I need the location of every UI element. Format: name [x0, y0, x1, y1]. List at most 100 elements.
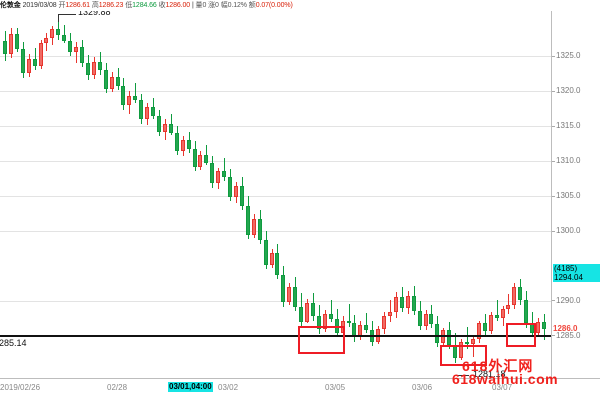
- candle-body: [222, 171, 226, 178]
- gridline: [0, 126, 551, 127]
- price-tick-mark: [552, 160, 555, 162]
- low-leader-line: [455, 375, 469, 376]
- candle-body: [477, 323, 481, 339]
- price-tick-mark: [552, 230, 555, 232]
- candle-body: [542, 322, 546, 330]
- price-axis-tick: 1285.0: [552, 331, 580, 340]
- candle-body: [287, 287, 291, 302]
- candle-body: [275, 252, 279, 276]
- price-tick-label: 1310.0: [556, 156, 581, 166]
- candle-body: [204, 155, 208, 163]
- candle-body: [33, 58, 37, 67]
- price-tick-mark: [552, 125, 555, 127]
- candle-body: [9, 34, 13, 54]
- high-label: 高: [91, 2, 99, 9]
- price-tick-label: 1290.0: [556, 296, 581, 306]
- gridline: [0, 231, 551, 232]
- gridline: [0, 301, 551, 302]
- price-axis-tick: 1305.0: [552, 191, 580, 200]
- symbol-name: 伦敦金: [0, 2, 21, 9]
- price-tick-label: 1325.0: [556, 51, 581, 61]
- candle-body: [50, 29, 54, 39]
- close-label: 收: [158, 2, 166, 9]
- candle-body: [305, 302, 309, 323]
- candle-body: [252, 218, 256, 235]
- candle-body: [21, 48, 25, 74]
- candle-body: [139, 99, 143, 119]
- candle-wick: [349, 303, 350, 327]
- candle-body: [110, 76, 114, 89]
- last-price-label: 1286.0: [553, 324, 578, 334]
- candle-body: [501, 308, 505, 318]
- volume-label: 量: [195, 2, 203, 9]
- low-label: 低: [125, 2, 133, 9]
- high-price-annotation: 1329.88: [78, 11, 111, 17]
- volume-value: 0: [202, 2, 207, 9]
- candle-body: [483, 323, 487, 332]
- candle-body: [228, 177, 232, 197]
- price-tick-label: 1305.0: [556, 191, 581, 201]
- candle-body: [240, 186, 244, 207]
- support-price-annotation: 1285.14: [0, 338, 27, 348]
- price-axis[interactable]: (4185) 1294.04 1286.0 1325.0 1320.0 1315.0…: [551, 11, 600, 378]
- candlestick-plot-area[interactable]: 1329.88 1285.14 1281.18: [0, 11, 551, 378]
- price-tick-label: 1285.0: [556, 331, 581, 341]
- change-label: 涨: [208, 2, 215, 9]
- price-axis-tick: 1310.0: [552, 156, 580, 165]
- candle-body: [210, 162, 214, 183]
- candle-body: [518, 287, 522, 301]
- candle-body: [394, 296, 398, 313]
- candle-body: [524, 300, 528, 324]
- crosshair-price-value: 1294.04: [554, 272, 583, 282]
- gridline: [0, 91, 551, 92]
- crosshair-bar-count: (4185): [554, 263, 578, 273]
- gridline: [0, 56, 551, 57]
- candle-body: [74, 46, 78, 53]
- low-price-annotation: 1281.18: [473, 369, 506, 378]
- candle-body: [388, 312, 392, 316]
- annotation-box-left: [298, 326, 345, 354]
- candle-body: [44, 38, 48, 44]
- candle-body: [104, 70, 108, 89]
- price-tick-label: 1315.0: [556, 121, 581, 131]
- candle-body: [258, 218, 262, 240]
- candle-body: [382, 315, 386, 330]
- time-axis[interactable]: 03/01,04:00 2019/02/26 02/28 03/02 03/05 03/…: [0, 378, 600, 400]
- candle-body: [323, 314, 327, 330]
- candle-wick: [366, 312, 367, 334]
- candle-body: [133, 95, 137, 100]
- candle-body: [347, 320, 351, 323]
- candle-body: [495, 315, 499, 318]
- open-value: 1286.61: [65, 2, 90, 9]
- candle-body: [127, 95, 131, 106]
- price-axis-tick: 1290.0: [552, 296, 580, 305]
- candle-body: [157, 115, 161, 132]
- candle-wick: [467, 326, 468, 349]
- high-leader-line: [58, 14, 76, 15]
- candle-body: [412, 295, 416, 311]
- candle-body: [424, 313, 428, 327]
- watermark-line-2: 618waihui.com: [452, 371, 559, 387]
- candle-body: [246, 206, 250, 235]
- candle-body: [3, 41, 7, 54]
- candle-body: [15, 34, 19, 49]
- candle-body: [187, 140, 191, 149]
- change-pct-value: 0.12%: [227, 2, 247, 9]
- candle-wick: [331, 299, 332, 323]
- candle-body: [447, 330, 451, 346]
- amount-value: 0.07(0.00%): [255, 2, 293, 9]
- candle-body: [281, 275, 285, 302]
- close-value: 1286.00: [165, 2, 191, 9]
- price-tick-mark: [552, 195, 555, 197]
- gridline: [0, 161, 551, 162]
- candle-body: [471, 338, 475, 345]
- quote-datetime: 2019/03/08: [22, 2, 57, 9]
- candle-body: [364, 324, 368, 330]
- annotation-box-right: [506, 323, 536, 347]
- candle-body: [80, 46, 84, 63]
- time-axis-tick: 02/28: [107, 383, 128, 392]
- candle-body: [435, 324, 439, 344]
- high-value: 1286.23: [98, 2, 124, 9]
- candle-body: [151, 107, 155, 116]
- candle-body: [198, 155, 202, 167]
